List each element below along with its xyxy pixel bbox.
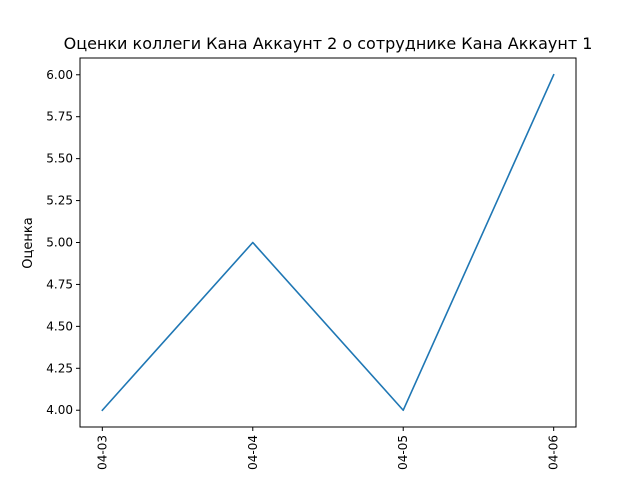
y-axis: 4.00 4.25 4.50 4.75 5.00 5.25 5.50 5.75 6.00 — [46, 68, 80, 417]
chart-title: Оценки коллеги Кана Аккаунт 2 о сотрудни… — [64, 34, 593, 53]
x-tick-label: 04-03 — [95, 435, 109, 470]
y-tick-label: 4.00 — [46, 403, 73, 417]
y-tick-label: 4.50 — [46, 319, 73, 333]
y-tick-label: 6.00 — [46, 68, 73, 82]
y-tick-label: 4.25 — [46, 361, 73, 375]
x-axis: 04-03 04-04 04-05 04-06 — [95, 427, 561, 470]
y-tick-label: 5.75 — [46, 110, 73, 124]
x-tick-label: 04-06 — [547, 435, 561, 470]
x-tick-label: 04-05 — [396, 435, 410, 470]
y-tick-label: 4.75 — [46, 277, 73, 291]
y-tick-label: 5.00 — [46, 236, 73, 250]
y-tick-label: 5.25 — [46, 194, 73, 208]
series-line — [101, 73, 555, 412]
y-tick-label: 5.50 — [46, 152, 73, 166]
y-axis-label: Оценка — [21, 217, 36, 268]
plot-frame — [79, 57, 577, 428]
x-tick-label: 04-04 — [246, 435, 260, 470]
